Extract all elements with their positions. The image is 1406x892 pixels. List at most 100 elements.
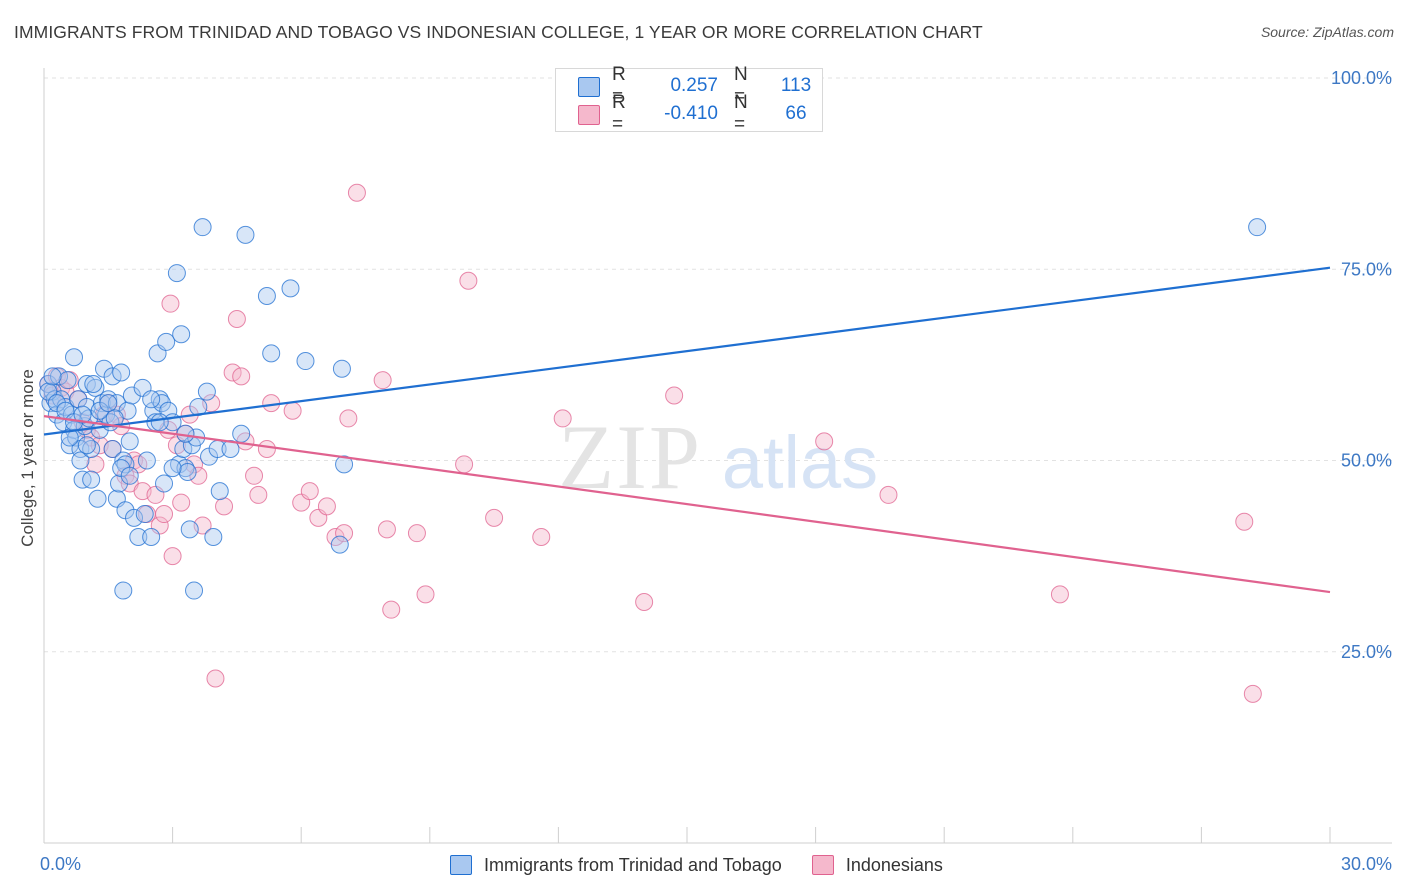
chart-title: IMMIGRANTS FROM TRINIDAD AND TOBAGO VS I…: [14, 22, 983, 42]
point-trinidad: [65, 348, 84, 367]
y-tick-label: 100.0%: [1331, 68, 1392, 88]
axes: [43, 68, 1392, 844]
point-trinidad: [163, 459, 182, 478]
point-indonesian: [215, 497, 234, 516]
point-indonesian: [339, 409, 358, 428]
r-value: -0.410: [664, 103, 718, 124]
legend-swatch-icon: [450, 855, 472, 875]
point-trinidad: [232, 424, 251, 443]
point-trinidad: [204, 528, 223, 546]
point-trinidad: [120, 466, 139, 485]
point-indonesian: [665, 386, 684, 405]
point-trinidad: [129, 528, 148, 546]
point-trinidad: [99, 394, 118, 413]
point-indonesian: [407, 524, 426, 543]
legend: Immigrants from Trinidad and Tobago Indo…: [450, 852, 973, 878]
tick-labels: 25.0% 50.0% 75.0% 100.0% 0.0% 30.0%: [40, 68, 1392, 874]
point-indonesian: [347, 183, 366, 202]
point-indonesian: [232, 367, 251, 386]
point-indonesian: [459, 271, 478, 290]
point-trinidad: [103, 440, 122, 459]
correlation-box: R = 0.257 N = 113 R = -0.410 N = 66: [555, 64, 823, 135]
y-tick-label: 25.0%: [1341, 642, 1392, 662]
point-trinidad: [135, 505, 154, 524]
point-indonesian: [155, 505, 174, 524]
point-trinidad: [335, 455, 354, 474]
point-trinidad: [210, 482, 229, 501]
y-tick-label: 50.0%: [1341, 451, 1392, 471]
point-trinidad: [150, 413, 169, 432]
point-trinidad: [125, 508, 144, 527]
point-trinidad: [185, 581, 204, 600]
y-axis-label: College, 1 year or more: [18, 369, 37, 547]
point-trinidad: [137, 451, 156, 470]
x-tick-label: 0.0%: [40, 854, 81, 874]
point-trinidad: [82, 470, 101, 489]
point-indonesian: [283, 401, 302, 420]
point-indonesian: [532, 528, 551, 546]
point-indonesian: [161, 294, 180, 313]
point-indonesian: [206, 669, 225, 688]
point-trinidad: [77, 375, 96, 393]
point-trinidad: [157, 332, 176, 351]
r-value: 0.257: [670, 75, 718, 96]
point-trinidad: [330, 535, 349, 554]
point-indonesian: [245, 466, 264, 485]
point-trinidad: [114, 581, 133, 600]
point-indonesian: [1235, 512, 1254, 531]
point-trinidad: [180, 520, 199, 539]
point-trinidad: [1248, 218, 1267, 237]
legend-item-trinidad[interactable]: Immigrants from Trinidad and Tobago: [450, 855, 782, 876]
point-indonesian: [335, 524, 354, 543]
point-trinidad: [122, 386, 141, 405]
r-label: R =: [612, 64, 626, 107]
point-trinidad: [257, 287, 276, 306]
legend-swatch-icon: [811, 855, 834, 875]
swatch-icon: [578, 105, 600, 125]
point-indonesian: [879, 485, 898, 504]
point-indonesian: [377, 520, 396, 539]
trend-lines: [43, 266, 1331, 594]
trendline-indonesians: [43, 415, 1331, 594]
trendline-trinidad: [43, 266, 1331, 436]
r-label: R =: [612, 92, 626, 135]
point-trinidad: [155, 474, 174, 493]
point-trinidad: [236, 225, 255, 244]
x-tick-label: 30.0%: [1341, 854, 1392, 874]
point-indonesian: [373, 371, 392, 390]
n-value: 113: [780, 75, 812, 96]
point-indonesian: [382, 600, 401, 619]
point-trinidad: [193, 218, 212, 237]
point-trinidad: [88, 489, 107, 508]
point-trinidad: [174, 440, 193, 459]
point-trinidad: [332, 359, 351, 378]
point-indonesian: [416, 585, 435, 604]
point-indonesian: [455, 455, 474, 474]
point-indonesian: [86, 455, 105, 474]
point-indonesian: [223, 363, 242, 382]
point-indonesian: [163, 547, 182, 566]
point-indonesian: [485, 508, 504, 527]
source-credit: Source: ZipAtlas.com: [1260, 24, 1394, 40]
point-indonesian: [227, 309, 246, 328]
point-indonesian: [185, 455, 204, 474]
point-indonesian: [249, 485, 268, 504]
point-trinidad: [172, 325, 191, 344]
point-trinidad: [50, 367, 69, 386]
point-indonesian: [635, 593, 654, 612]
point-trinidad: [110, 474, 129, 493]
point-trinidad: [112, 363, 131, 382]
point-trinidad: [71, 451, 90, 470]
point-trinidad: [197, 382, 216, 401]
point-trinidad: [221, 440, 240, 459]
point-trinidad: [152, 394, 171, 413]
point-indonesian: [553, 409, 572, 428]
series-trinidad-tobago: [39, 218, 1267, 600]
point-indonesian: [815, 432, 834, 451]
n-label: N =: [734, 92, 748, 135]
point-indonesian: [172, 493, 191, 512]
point-trinidad: [105, 409, 124, 428]
legend-item-indonesians[interactable]: Indonesians: [811, 855, 943, 876]
point-trinidad: [142, 528, 161, 546]
point-indonesian: [257, 440, 276, 459]
